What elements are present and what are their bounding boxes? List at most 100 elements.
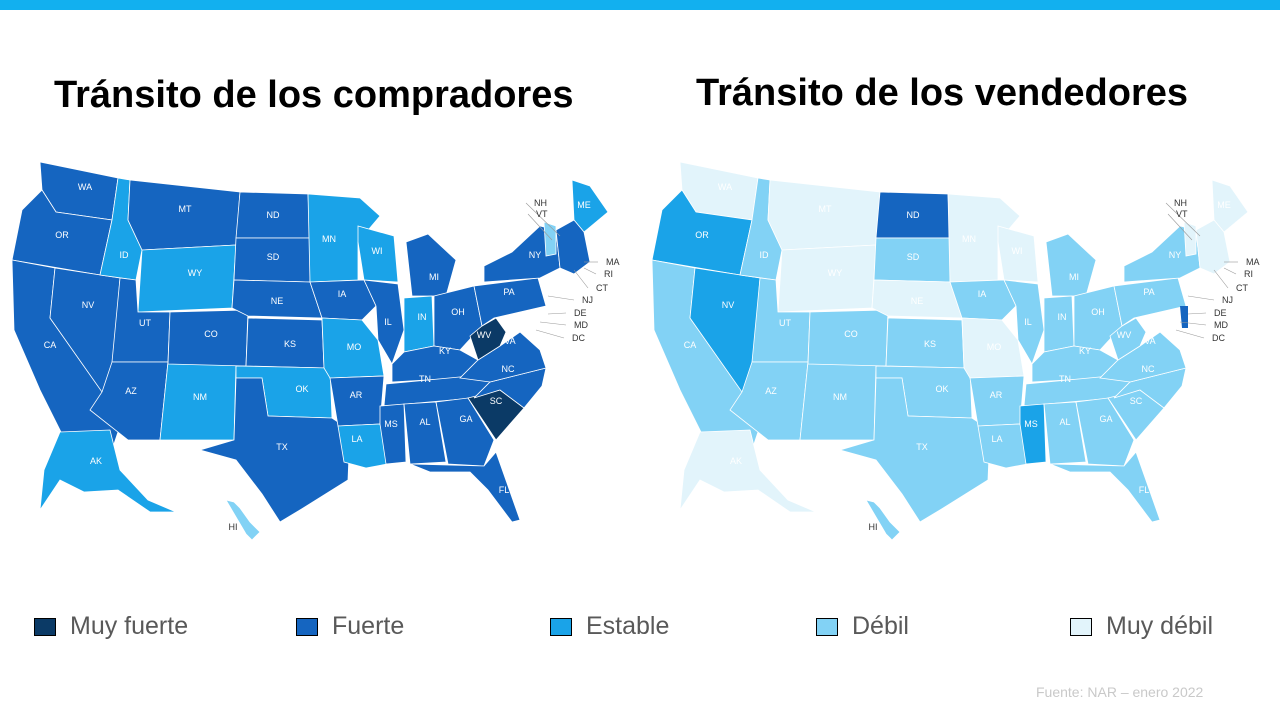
state-wi [357,225,399,283]
state-hi [865,499,901,541]
callout-line-vt [1167,213,1193,241]
state-label-fl: FL [1139,485,1150,495]
state-label-wi: WI [1012,246,1023,256]
state-label-ar: AR [990,390,1003,400]
state-label-ne: NE [271,296,284,306]
state-label-oh: OH [1091,307,1105,317]
state-pa [1113,277,1187,327]
callout-line-ri [583,267,597,275]
legend-swatch [296,617,318,636]
state-wi [997,225,1039,283]
state-vt [1183,221,1197,257]
state-label-tn: TN [1059,374,1071,384]
state-label-ak: AK [730,456,742,466]
state-label-oh: OH [451,307,465,317]
sellers-title: Tránsito de los vendedores [696,72,1189,114]
callout-line-nh [525,202,561,237]
state-label-pa: PA [503,287,514,297]
state-label-wv: WV [1117,330,1132,340]
state-label-ga: GA [1099,414,1112,424]
state-label-ky: KY [1079,346,1091,356]
state-in [1043,295,1075,353]
state-label-sc: SC [1130,396,1143,406]
state-label-sd: SD [267,252,280,262]
state-label-ms: MS [384,419,398,429]
legend-swatch [34,617,56,636]
state-label-ak: AK [90,456,102,466]
callout-label-nh: NH [534,198,547,208]
top-accent-bar [0,0,1280,10]
legend-item-muy-fuerte: Muy fuerte [34,612,188,641]
state-label-or: OR [695,230,709,240]
state-label-id: ID [120,250,130,260]
state-label-va: VA [504,336,515,346]
buyers-title: Tránsito de los compradores [54,74,574,116]
state-label-mi: MI [1069,272,1079,282]
state-label-ky: KY [439,346,451,356]
callout-line-de [1187,312,1207,315]
state-label-wi: WI [372,246,383,256]
callout-label-md: MD [574,320,588,330]
callout-line-md [1179,321,1207,326]
state-label-mo: MO [987,342,1002,352]
state-vt [543,221,557,257]
legend: Muy fuerte Fuerte Estable Débil Muy débi… [0,612,1280,648]
state-label-ok: OK [935,384,948,394]
state-mi [1045,233,1097,297]
source-note: Fuente: NAR – enero 2022 [1036,684,1204,700]
callout-label-ma: MA [1246,257,1260,267]
state-ky [1031,345,1119,383]
legend-swatch [1070,617,1092,636]
state-label-mn: MN [962,234,976,244]
state-label-va: VA [1144,336,1155,346]
state-label-ia: IA [978,289,987,299]
callout-label-dc: DC [572,333,585,343]
state-label-az: AZ [125,386,137,396]
state-hi [225,499,261,541]
state-label-tn: TN [419,374,431,384]
state-label-wa: WA [78,182,92,192]
state-label-hi: HI [229,522,238,532]
legend-item-debil: Débil [816,612,909,641]
state-label-nv: NV [722,300,735,310]
state-label-tx: TX [276,442,288,452]
state-label-ca: CA [684,340,697,350]
legend-item-estable: Estable [550,612,669,641]
state-label-mt: MT [819,204,832,214]
state-label-nc: NC [502,364,515,374]
callout-line-vt [527,213,553,241]
state-label-sd: SD [907,252,920,262]
state-label-nc: NC [1142,364,1155,374]
state-mi [405,233,457,297]
callout-line-dc [1175,329,1205,339]
state-ms [1019,403,1047,465]
callout-label-ri: RI [1244,269,1253,279]
state-ak [679,429,817,513]
state-label-ga: GA [459,414,472,424]
state-label-la: LA [351,434,362,444]
legend-label: Débil [852,612,909,640]
state-label-co: CO [204,329,218,339]
callout-line-nj [547,295,575,301]
state-de [1180,306,1188,328]
state-al [1043,401,1087,465]
state-label-hi: HI [869,522,878,532]
state-al [403,401,447,465]
state-label-me: ME [577,200,591,210]
legend-swatch [550,617,572,636]
state-fl [409,451,521,523]
callout-label-de: DE [1214,308,1227,318]
state-label-ar: AR [350,390,363,400]
state-label-mt: MT [179,204,192,214]
buyers-map: WA OR CA NV ID MT WY UT AZ NM CO ND SD NE KS OK TX MN IA MO… [11,161,620,541]
state-label-wv: WV [477,330,492,340]
state-me [571,179,609,233]
state-label-me: ME [1217,200,1231,210]
state-label-fl: FL [499,485,510,495]
callout-label-nj: NJ [582,295,593,305]
state-label-ks: KS [284,339,296,349]
state-ar [329,375,385,427]
state-label-mn: MN [322,234,336,244]
state-ia [309,279,377,321]
callout-label-de: DE [574,308,587,318]
